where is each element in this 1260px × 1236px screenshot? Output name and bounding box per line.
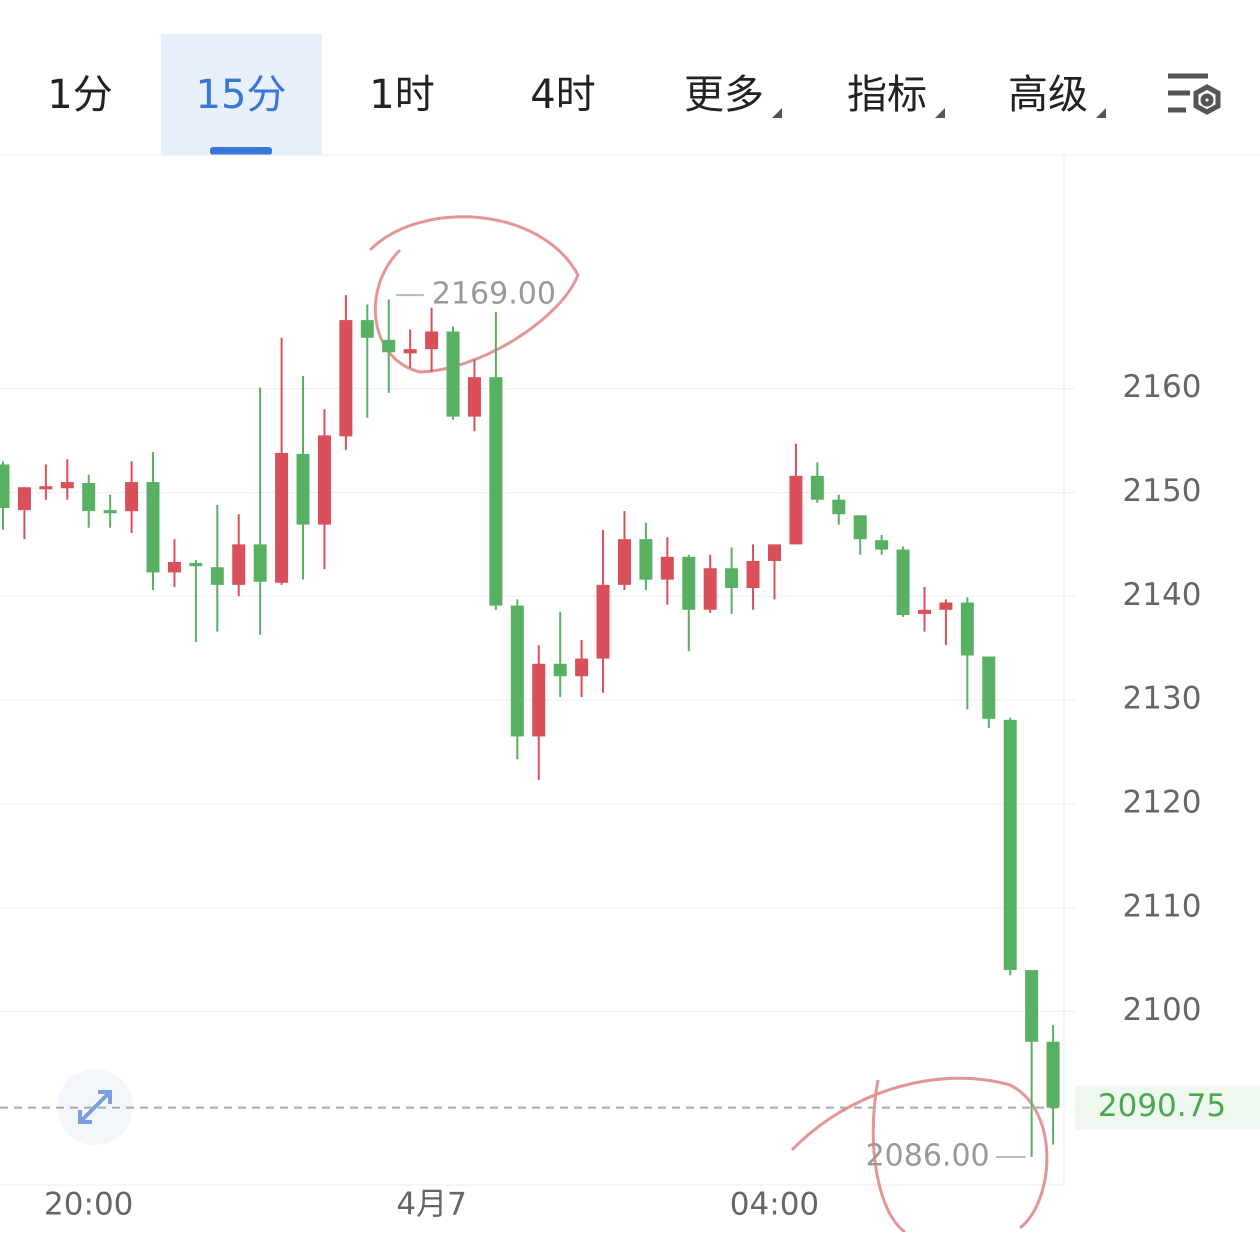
zoom-icon (78, 1090, 112, 1124)
candle-body (832, 499, 846, 515)
tab[interactable]: 1分 (47, 72, 112, 118)
candle-body (167, 562, 181, 573)
x-tick-label: 4月7 (396, 1187, 466, 1223)
candle-body (682, 556, 696, 610)
tab[interactable]: 指标 (847, 72, 927, 118)
y-tick-label: 2140 (1123, 577, 1202, 613)
candle-body (125, 482, 139, 512)
x-tick-label: 20:00 (44, 1187, 133, 1223)
candle-body (317, 435, 331, 525)
candle-body (467, 377, 481, 417)
x-tick-label: 04:00 (730, 1187, 819, 1223)
y-tick-label: 2130 (1123, 681, 1202, 717)
icon-gear (1193, 84, 1221, 115)
candle-body (853, 515, 867, 540)
last-price-label: 2090.75 (1098, 1088, 1226, 1124)
candle-body (703, 568, 717, 610)
candle-body (660, 556, 674, 580)
y-tick-label: 2100 (1123, 992, 1202, 1028)
tab[interactable]: 15分 (196, 72, 287, 118)
selected-tab-bg (161, 34, 322, 155)
candle-body (189, 563, 203, 567)
candle-body (253, 544, 267, 582)
candle-body (1025, 970, 1039, 1042)
dropdown-arrow (772, 108, 782, 118)
candle-body (789, 475, 803, 545)
candle-body (425, 331, 439, 350)
tab[interactable]: 1时 (369, 72, 434, 118)
circle-low (790, 1076, 1049, 1234)
candle-body (146, 482, 160, 573)
candle-body (896, 549, 910, 615)
candle-body (939, 602, 953, 610)
last-price-bg (1075, 1085, 1260, 1130)
candle-body (489, 377, 503, 606)
zoom-arrows (78, 1090, 112, 1124)
candle-body (60, 482, 74, 489)
dropdown-arrow (1096, 108, 1106, 118)
y-tick-label: 2160 (1123, 369, 1202, 405)
low-label: 2086.00 (866, 1138, 990, 1173)
candle-body (0, 464, 10, 509)
tab[interactable]: 高级 (1008, 72, 1088, 118)
candle-body (403, 349, 417, 354)
candle-body (746, 560, 760, 588)
candle-body (17, 487, 31, 511)
candle-body (232, 544, 246, 585)
candle-body (875, 540, 889, 550)
candle-body (510, 605, 524, 737)
icon-gear-center (1200, 93, 1214, 107)
candle-body (446, 331, 460, 417)
candle-body (360, 320, 374, 338)
candle-body (339, 320, 353, 437)
candle-body (725, 568, 739, 588)
candle-body (103, 510, 117, 514)
candle-body (639, 539, 653, 580)
circle-high (368, 215, 580, 374)
candle-body (617, 539, 631, 585)
tab[interactable]: 4时 (530, 72, 595, 118)
candle-body (382, 339, 396, 353)
candle-body (596, 584, 610, 659)
candle-body (575, 658, 589, 677)
dropdown-arrow (935, 108, 945, 118)
hand-drawn-circles (368, 215, 1049, 1234)
y-tick-label: 2110 (1123, 888, 1202, 924)
candle-body (553, 663, 567, 677)
candle-body (767, 544, 781, 561)
candle-body (960, 602, 974, 656)
candle-body (210, 567, 224, 585)
candle-body (1046, 1041, 1060, 1108)
candle-body (82, 483, 96, 512)
settings-icon[interactable] (1168, 73, 1221, 115)
candle-body (532, 663, 546, 737)
tab[interactable]: 更多 (684, 72, 764, 118)
candle-body (275, 452, 289, 583)
high-label: 2169.00 (432, 277, 556, 312)
candle-body (810, 475, 824, 500)
candle-body (1003, 719, 1017, 971)
candle-body (917, 609, 931, 614)
y-tick-label: 2150 (1123, 473, 1202, 509)
candle-body (982, 656, 996, 719)
selected-tab-indicator (210, 147, 272, 155)
candle-body (296, 454, 310, 525)
y-tick-label: 2120 (1123, 784, 1202, 820)
candle-body (39, 486, 53, 490)
